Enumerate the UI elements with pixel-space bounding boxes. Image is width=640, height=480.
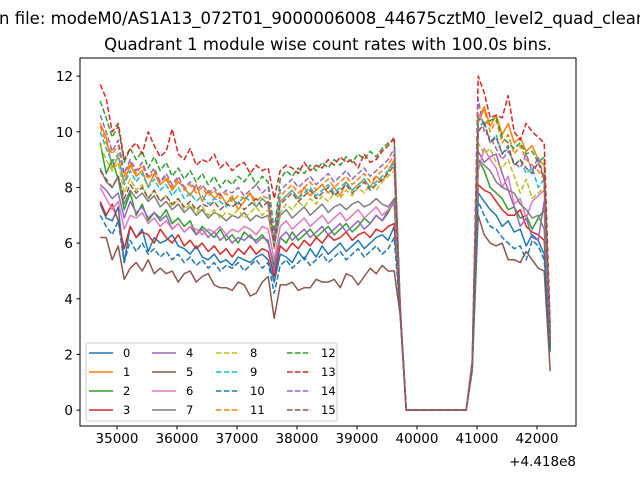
legend-item: 6 bbox=[152, 384, 193, 398]
legend-label: 2 bbox=[123, 384, 130, 398]
x-tick-label: 40000 bbox=[396, 431, 439, 447]
legend-label: 1 bbox=[123, 365, 130, 379]
series-line-12 bbox=[99, 100, 551, 411]
x-tick-label: 36000 bbox=[156, 431, 199, 447]
legend-label: 14 bbox=[321, 384, 336, 398]
legend-item: 13 bbox=[287, 365, 336, 379]
legend-item: 7 bbox=[152, 403, 193, 417]
legend-item: 1 bbox=[89, 365, 130, 379]
legend-label: 0 bbox=[123, 346, 130, 360]
x-tick-label: 39000 bbox=[336, 431, 379, 447]
x-tick-label: 37000 bbox=[216, 431, 259, 447]
legend-item: 5 bbox=[152, 365, 193, 379]
legend-label: 9 bbox=[250, 365, 257, 379]
legend-item: 14 bbox=[287, 384, 336, 398]
y-tick-label: 0 bbox=[64, 403, 73, 419]
legend-label: 13 bbox=[321, 365, 336, 379]
x-tick-label: 38000 bbox=[276, 431, 319, 447]
legend-item: 8 bbox=[216, 346, 257, 360]
y-axis: 0 2 4 6 8 10 12 bbox=[56, 69, 80, 419]
legend-item: 11 bbox=[216, 403, 265, 417]
legend-label: 5 bbox=[186, 365, 193, 379]
y-tick-label: 8 bbox=[64, 180, 73, 196]
legend-item: 15 bbox=[287, 403, 336, 417]
y-tick-label: 4 bbox=[64, 292, 73, 308]
legend-item: 4 bbox=[152, 346, 193, 360]
legend-label: 8 bbox=[250, 346, 257, 360]
legend-frame bbox=[85, 342, 338, 422]
legend-item: 0 bbox=[89, 346, 130, 360]
y-tick-label: 10 bbox=[56, 125, 73, 141]
legend-item: 9 bbox=[216, 365, 257, 379]
legend-item: 2 bbox=[89, 384, 130, 398]
legend-item: 10 bbox=[216, 384, 265, 398]
chart-title: Quadrant 1 module wise count rates with … bbox=[104, 35, 552, 54]
y-tick-label: 2 bbox=[64, 347, 73, 363]
x-tick-label: 41000 bbox=[456, 431, 499, 447]
series-line-10 bbox=[99, 200, 551, 411]
legend-label: 11 bbox=[250, 403, 265, 417]
legend-label: 3 bbox=[123, 403, 130, 417]
series-line-15 bbox=[99, 122, 551, 411]
legend-label: 7 bbox=[186, 403, 193, 417]
y-tick-label: 6 bbox=[64, 236, 73, 252]
figure-suptitle: n file: modeM0/AS1A13_072T01_9000006008_… bbox=[0, 9, 640, 29]
axes-frame bbox=[79, 57, 577, 427]
legend-label: 4 bbox=[186, 346, 193, 360]
legend-item: 3 bbox=[89, 403, 130, 417]
x-axis: 35000 36000 37000 38000 39000 40000 41000 42000 bbox=[96, 426, 559, 447]
x-tick-label: 35000 bbox=[96, 431, 139, 447]
plot-lines bbox=[99, 75, 551, 411]
legend-label: 12 bbox=[321, 346, 336, 360]
legend-label: 15 bbox=[321, 403, 336, 417]
x-tick-label: 42000 bbox=[516, 431, 559, 447]
legend-label: 6 bbox=[186, 384, 193, 398]
legend-item: 12 bbox=[287, 346, 336, 360]
legend-label: 10 bbox=[250, 384, 265, 398]
x-offset-label: +4.418e8 bbox=[509, 454, 576, 470]
y-tick-label: 12 bbox=[56, 69, 73, 85]
